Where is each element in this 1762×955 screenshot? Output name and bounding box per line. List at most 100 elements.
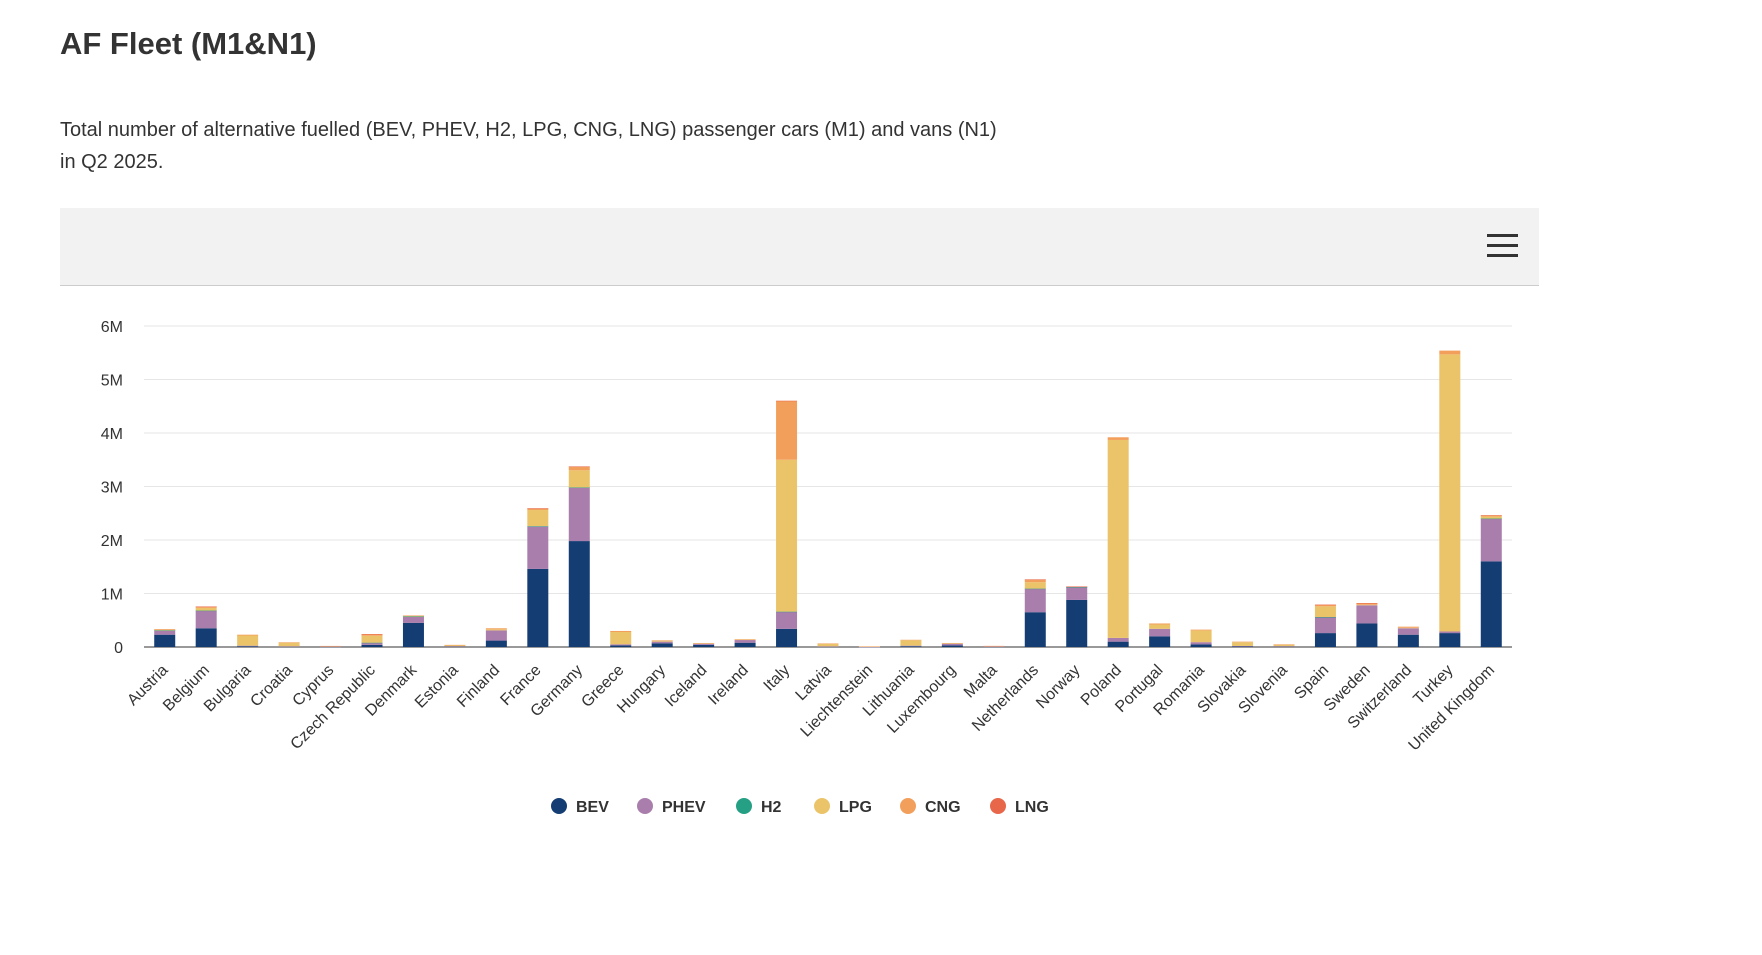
bar-phev-italy[interactable] — [776, 611, 798, 629]
bar-phev-poland[interactable] — [1107, 637, 1129, 642]
bar-bev-slovenia[interactable] — [1273, 646, 1295, 647]
legend-item-phev[interactable]: PHEV — [637, 798, 706, 816]
bar-lpg-finland[interactable] — [485, 629, 507, 631]
bar-cng-cyprus[interactable] — [320, 645, 342, 647]
bar-bev-germany[interactable] — [568, 541, 590, 647]
bar-phev-denmark[interactable] — [402, 616, 424, 623]
legend-item-cng[interactable]: CNG — [900, 798, 961, 816]
bar-lng-belgium[interactable] — [195, 606, 217, 608]
bar-cng-bulgaria[interactable] — [237, 634, 259, 636]
bar-phev-czech-republic[interactable] — [361, 642, 383, 645]
bar-cng-croatia[interactable] — [278, 642, 300, 643]
bar-phev-romania[interactable] — [1190, 642, 1212, 645]
bar-lpg-turkey[interactable] — [1439, 354, 1461, 632]
bar-cng-latvia[interactable] — [817, 643, 839, 644]
bar-cng-malta[interactable] — [983, 645, 1005, 647]
bar-phev-lithuania[interactable] — [900, 645, 922, 647]
legend-item-lng[interactable]: LNG — [990, 798, 1049, 816]
bar-bev-turkey[interactable] — [1439, 633, 1461, 647]
bar-phev-turkey[interactable] — [1439, 631, 1461, 634]
bar-phev-germany[interactable] — [568, 487, 590, 542]
bar-bev-netherlands[interactable] — [1024, 612, 1046, 647]
bar-h2-france[interactable] — [527, 526, 549, 527]
bar-h2-belgium[interactable] — [195, 610, 217, 612]
bar-phev-liechtenstein[interactable] — [858, 646, 880, 648]
bar-lpg-hungary[interactable] — [651, 640, 673, 642]
bar-bev-croatia[interactable] — [278, 646, 300, 648]
bar-h2-czech-republic[interactable] — [361, 642, 383, 644]
bar-lpg-sweden[interactable] — [1356, 604, 1378, 606]
bar-phev-slovenia[interactable] — [1273, 646, 1295, 647]
bar-cng-netherlands[interactable] — [1024, 579, 1046, 583]
bar-phev-france[interactable] — [527, 526, 549, 569]
bar-phev-norway[interactable] — [1066, 587, 1088, 600]
bar-cng-hungary[interactable] — [651, 640, 673, 641]
bar-cng-italy[interactable] — [776, 400, 798, 460]
bar-lpg-italy[interactable] — [776, 459, 798, 612]
bar-phev-sweden[interactable] — [1356, 605, 1378, 624]
bar-phev-bulgaria[interactable] — [237, 645, 259, 647]
bar-cng-liechtenstein[interactable] — [858, 646, 880, 647]
bar-lng-netherlands[interactable] — [1024, 579, 1046, 580]
bar-phev-united-kingdom[interactable] — [1480, 518, 1502, 562]
bar-cng-turkey[interactable] — [1439, 350, 1461, 355]
bar-bev-spain[interactable] — [1314, 633, 1336, 647]
bar-cng-spain[interactable] — [1314, 604, 1336, 607]
bar-lpg-switzerland[interactable] — [1397, 627, 1419, 629]
bar-bev-united-kingdom[interactable] — [1480, 561, 1502, 647]
bar-phev-iceland[interactable] — [693, 643, 715, 645]
bar-bev-finland[interactable] — [485, 640, 507, 647]
bar-bev-poland[interactable] — [1107, 641, 1129, 647]
bar-cng-denmark[interactable] — [402, 615, 424, 616]
bar-phev-slovakia[interactable] — [1232, 645, 1254, 647]
bar-bev-iceland[interactable] — [693, 644, 715, 647]
bar-h2-spain[interactable] — [1314, 617, 1336, 618]
bar-bev-portugal[interactable] — [1149, 636, 1171, 647]
bar-lpg-france[interactable] — [527, 510, 549, 527]
bar-cng-finland[interactable] — [485, 628, 507, 630]
bar-phev-luxembourg[interactable] — [941, 643, 963, 646]
bar-lpg-spain[interactable] — [1314, 606, 1336, 618]
bar-cng-sweden[interactable] — [1356, 603, 1378, 605]
bar-phev-netherlands[interactable] — [1024, 588, 1046, 613]
bar-cng-iceland[interactable] — [693, 642, 715, 644]
bar-cng-belgium[interactable] — [195, 606, 217, 608]
bar-lng-czech-republic[interactable] — [361, 634, 383, 635]
bar-cng-estonia[interactable] — [444, 644, 466, 646]
bar-lpg-slovakia[interactable] — [1232, 642, 1254, 646]
bar-bev-belgium[interactable] — [195, 628, 217, 647]
bar-lng-france[interactable] — [527, 508, 549, 509]
bar-cng-ireland[interactable] — [734, 639, 756, 640]
bar-lpg-latvia[interactable] — [817, 643, 839, 647]
bar-cng-lithuania[interactable] — [900, 639, 922, 641]
bar-bev-denmark[interactable] — [402, 622, 424, 647]
bar-phev-latvia[interactable] — [817, 646, 839, 647]
bar-phev-croatia[interactable] — [278, 646, 300, 647]
bar-bev-romania[interactable] — [1190, 644, 1212, 647]
bar-h2-denmark[interactable] — [402, 616, 424, 617]
bar-cng-france[interactable] — [527, 508, 549, 511]
bar-bev-estonia[interactable] — [444, 646, 466, 647]
bar-bev-norway[interactable] — [1066, 599, 1088, 647]
hamburger-menu-icon[interactable] — [1487, 234, 1519, 258]
bar-lng-italy[interactable] — [776, 400, 798, 402]
bar-lpg-luxembourg[interactable] — [941, 643, 963, 644]
bar-cng-luxembourg[interactable] — [941, 642, 963, 644]
bar-phev-austria[interactable] — [154, 630, 176, 635]
bar-lpg-croatia[interactable] — [278, 642, 300, 647]
bar-phev-belgium[interactable] — [195, 610, 217, 629]
bar-bev-luxembourg[interactable] — [941, 645, 963, 647]
bar-lpg-estonia[interactable] — [444, 645, 466, 647]
bar-bev-hungary[interactable] — [651, 643, 673, 647]
bar-cng-slovenia[interactable] — [1273, 644, 1295, 645]
bar-h2-italy[interactable] — [776, 611, 798, 613]
legend-item-h2[interactable]: H2 — [736, 798, 782, 816]
bar-bev-france[interactable] — [527, 568, 549, 647]
bar-cng-switzerland[interactable] — [1397, 626, 1419, 628]
bar-phev-portugal[interactable] — [1149, 628, 1171, 637]
bar-bev-czech-republic[interactable] — [361, 644, 383, 647]
bar-lpg-czech-republic[interactable] — [361, 635, 383, 643]
bar-phev-switzerland[interactable] — [1397, 628, 1419, 635]
legend-item-bev[interactable]: BEV — [551, 798, 609, 816]
bar-cng-austria[interactable] — [154, 629, 176, 630]
